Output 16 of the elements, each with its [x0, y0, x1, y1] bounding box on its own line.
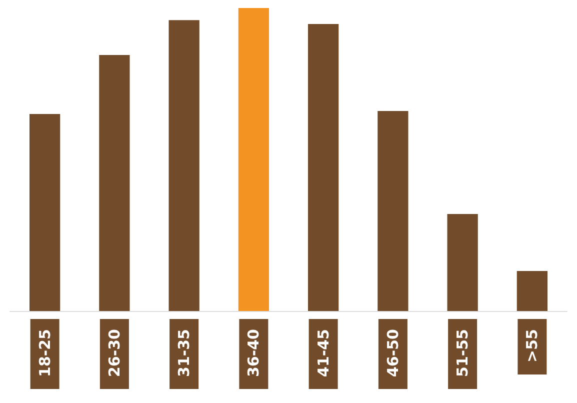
bar — [238, 8, 270, 311]
bar — [29, 114, 60, 311]
bar — [378, 111, 408, 311]
x-tick-label: 18-25 — [36, 329, 54, 377]
x-tick-label: 46-50 — [384, 329, 402, 377]
x-tick-label: 41-45 — [314, 329, 332, 377]
bar — [99, 54, 130, 311]
bar — [308, 24, 339, 311]
bar — [168, 20, 200, 311]
x-tick-label: 26-30 — [105, 329, 124, 377]
x-tick-label: 36-40 — [244, 329, 263, 377]
x-tick-label: 31-35 — [175, 329, 194, 377]
x-tick-label: 51-55 — [454, 329, 472, 377]
x-tick-label: >55 — [523, 329, 542, 362]
bar — [447, 214, 478, 311]
bar — [516, 271, 548, 311]
